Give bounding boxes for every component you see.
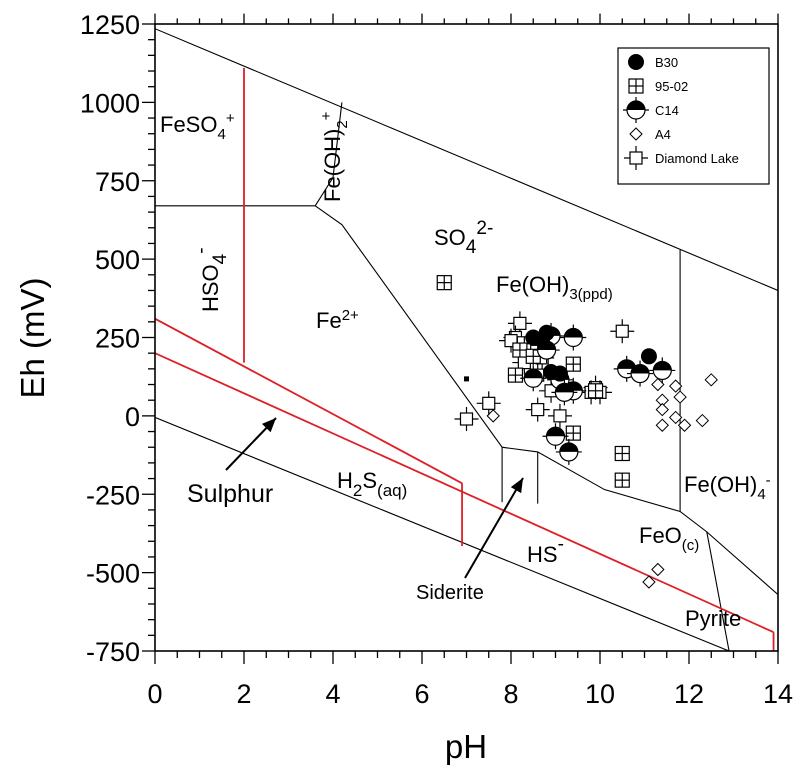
- x-tick-label: 10: [585, 679, 615, 709]
- marker-diamond: [704, 373, 718, 387]
- y-tick-label: -500: [86, 559, 140, 589]
- sulphur-boundary: [155, 317, 463, 485]
- axis-ticks: [142, 13, 779, 664]
- x-tick-label: 14: [763, 679, 793, 709]
- marker-half-filled-circle: [551, 379, 578, 406]
- legend-label-95-02: 95-02: [655, 79, 688, 94]
- sulphur-boundaries: [155, 67, 775, 651]
- marker-half-filled-circle: [649, 357, 676, 384]
- marker-square-cross: [610, 319, 635, 344]
- marker-half-filled-circle: [623, 97, 649, 123]
- y-tick-label: -250: [86, 480, 140, 510]
- region-label-h2s: H2S(aq): [337, 468, 407, 500]
- marker-square-cross: [476, 391, 501, 416]
- marker-diamond: [655, 402, 670, 417]
- marker-filled-circle: [640, 348, 657, 365]
- region-label-feoh4: Fe(OH)4-: [684, 472, 771, 503]
- marker-half-filled-circle: [555, 438, 582, 465]
- marker-diamond: [655, 418, 670, 432]
- x-tick-label: 12: [674, 679, 704, 709]
- marker-half-filled-circle: [627, 360, 654, 387]
- legend-label-b30: B30: [655, 55, 678, 70]
- legend-label-diamond-lake: Diamond Lake: [655, 151, 739, 166]
- marker-filled-circle: [628, 54, 644, 70]
- marker-boxed-cross: [565, 425, 581, 441]
- arrow-head: [261, 418, 276, 433]
- marker-diamond: [677, 418, 692, 432]
- annotation-siderite: Siderite: [416, 582, 484, 604]
- legend: B30 95-02 C14 A4 Diamond Lake: [617, 47, 770, 185]
- y-tick-label: 250: [95, 324, 140, 354]
- marker-diamond: [651, 562, 665, 577]
- data-points: [436, 275, 718, 589]
- region-label-so4: SO42-: [434, 218, 493, 258]
- reference-dot: [464, 376, 469, 382]
- x-axis-tick-labels: 0 2 4 6 8 10 12 14: [147, 679, 793, 709]
- phase-boundary: [314, 102, 343, 207]
- y-tick-label: 500: [95, 245, 140, 275]
- marker-half-filled-circle: [542, 423, 569, 450]
- x-tick-label: 4: [325, 679, 340, 709]
- y-tick-label: -750: [86, 637, 140, 667]
- x-axis-title: pH: [445, 728, 487, 765]
- region-label-pyrite: Pyrite: [685, 606, 741, 631]
- marker-square-cross: [525, 397, 550, 422]
- x-tick-label: 2: [236, 679, 251, 709]
- marker-diamond: [642, 575, 656, 589]
- y-tick-label: 1250: [80, 10, 140, 40]
- marker-boxed-cross: [565, 356, 581, 372]
- marker-filled-circle: [534, 331, 551, 348]
- marker-square-cross: [507, 311, 532, 336]
- legend-label-c14: C14: [655, 103, 679, 118]
- annotation-arrows: [225, 417, 524, 579]
- phase-boundary: [706, 531, 730, 651]
- arrow-head: [510, 478, 523, 494]
- marker-filled-circle: [543, 363, 560, 380]
- y-tick-label: 1000: [80, 88, 140, 118]
- y-axis-title: Eh (mV): [14, 277, 51, 398]
- marker-boxed-cross: [512, 342, 528, 358]
- y-tick-label: 0: [125, 402, 140, 432]
- marker-square-cross: [624, 146, 648, 170]
- marker-half-filled-circle: [520, 365, 547, 392]
- marker-boxed-cross: [436, 275, 452, 291]
- arrow-line: [464, 477, 524, 579]
- marker-diamond: [695, 413, 710, 428]
- region-label-feoh2: Fe(OH)2+: [318, 111, 351, 202]
- x-tick-label: 6: [414, 679, 429, 709]
- marker-diamond: [629, 127, 643, 141]
- phase-boundary: [314, 205, 778, 595]
- phase-boundary: [155, 28, 778, 291]
- marker-boxed-cross: [628, 78, 644, 94]
- region-label-feoh3: Fe(OH)3(ppd): [496, 272, 613, 303]
- legend-label-a4: A4: [655, 127, 671, 142]
- region-label-feo: FeO(c): [639, 523, 699, 554]
- sulphur-boundary: [155, 352, 774, 634]
- region-label-feso4: FeSO4+: [160, 110, 235, 143]
- legend-markers: [623, 54, 649, 170]
- marker-half-filled-circle: [560, 324, 587, 351]
- marker-diamond: [668, 410, 683, 425]
- marker-square-cross: [454, 407, 479, 432]
- y-axis-tick-labels: 1250 1000 750 500 250 0 -250 -500 -750: [80, 10, 140, 667]
- x-tick-label: 8: [503, 679, 518, 709]
- phase-boundary: [155, 416, 730, 651]
- region-label-hso4: HSO4-: [191, 247, 231, 312]
- marker-diamond: [668, 379, 683, 393]
- region-label-fe2: Fe2+: [316, 307, 359, 333]
- annotation-sulphur: Sulphur: [187, 480, 273, 508]
- marker-square-cross: [547, 403, 572, 428]
- x-tick-label: 0: [147, 679, 162, 709]
- marker-boxed-cross: [587, 383, 604, 399]
- y-tick-label: 750: [95, 167, 140, 197]
- marker-square-cross: [539, 378, 564, 403]
- marker-boxed-cross: [507, 367, 524, 383]
- region-label-hs: HS-: [527, 534, 564, 567]
- stability-field-boundaries: [155, 28, 778, 651]
- marker-boxed-cross: [614, 445, 630, 462]
- marker-boxed-cross: [614, 472, 630, 488]
- marker-diamond: [673, 390, 687, 404]
